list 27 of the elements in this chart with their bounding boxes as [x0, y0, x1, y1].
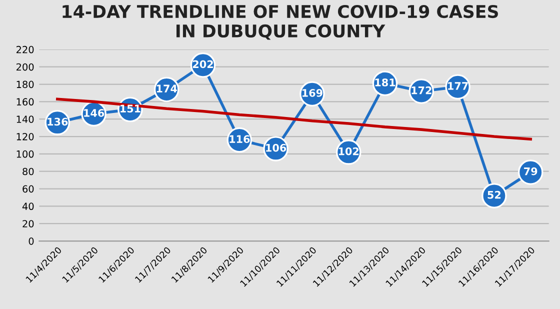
data-label: 172 [412, 86, 432, 94]
data-label: 102 [338, 147, 359, 156]
data-label: 52 [488, 190, 501, 199]
y-tick-label: 60 [22, 185, 34, 193]
data-label: 136 [48, 118, 68, 126]
data-label: 116 [230, 135, 250, 144]
data-label: 106 [266, 144, 286, 152]
y-tick-label: 180 [16, 80, 34, 88]
data-label: 174 [156, 84, 177, 92]
data-label: 177 [448, 82, 468, 90]
y-tick-label: 140 [16, 116, 34, 123]
y-tick-label: 220 [16, 46, 34, 54]
y-tick-label: 80 [22, 168, 34, 176]
y-tick-label: 200 [16, 63, 34, 71]
chart-title: 14-DAY TRENDLINE OF NEW COVID-19 CASES IN DUBUQUE COUNTY [62, 4, 498, 40]
data-label: 202 [192, 60, 213, 68]
y-tick-label: 120 [16, 133, 34, 140]
y-tick-label: 100 [16, 150, 34, 158]
data-label: 181 [375, 78, 396, 86]
y-tick-label: 20 [22, 220, 34, 228]
y-tick-label: 40 [22, 202, 34, 210]
data-label: 146 [84, 109, 104, 117]
y-tick-label: 0 [28, 238, 34, 245]
data-label: 169 [302, 89, 322, 97]
data-label: 151 [120, 104, 140, 113]
data-label: 79 [524, 167, 538, 176]
y-tick-label: 160 [16, 98, 34, 106]
